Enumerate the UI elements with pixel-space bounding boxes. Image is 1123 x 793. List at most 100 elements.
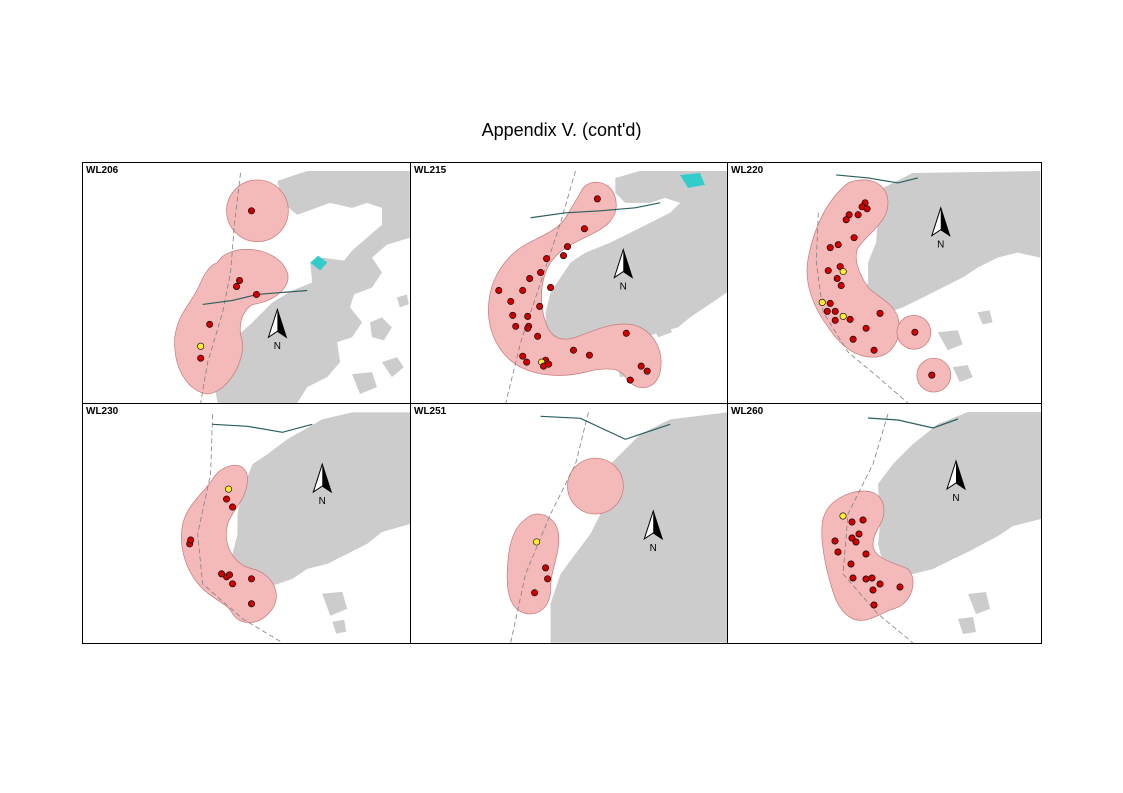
- location-fix: [247, 207, 255, 215]
- location-fix: [536, 302, 544, 310]
- fix-layer: [831, 512, 904, 609]
- location-fix: [818, 298, 826, 306]
- survey-track: [815, 212, 909, 403]
- location-fix: [868, 574, 876, 582]
- location-fix: [849, 574, 857, 582]
- location-fix: [247, 600, 255, 608]
- panel-label: WL220: [731, 165, 764, 176]
- location-fix: [626, 376, 634, 384]
- island: [958, 617, 976, 634]
- location-fix: [637, 362, 645, 370]
- island: [332, 619, 347, 634]
- island: [352, 372, 377, 395]
- map-panel-wl215: N WL215: [411, 163, 728, 404]
- panel-label: WL215: [414, 165, 447, 176]
- north-arrow: N: [930, 206, 951, 251]
- location-fix: [223, 495, 231, 503]
- location-fix: [831, 537, 839, 545]
- location-fix: [839, 312, 847, 320]
- panel-label: WL251: [414, 406, 447, 417]
- location-fix: [848, 518, 856, 526]
- road: [540, 415, 671, 440]
- north-arrow: N: [312, 462, 333, 507]
- location-fix: [519, 352, 527, 360]
- north-arrow: N: [643, 509, 664, 554]
- location-fix: [560, 252, 568, 260]
- location-fix: [831, 316, 839, 324]
- survey-track: [197, 414, 283, 643]
- location-fix: [247, 575, 255, 583]
- map-grid: N WL206 N WL215: [82, 162, 1042, 644]
- location-fix: [834, 548, 842, 556]
- location-fix: [862, 575, 870, 583]
- fix-layer: [197, 207, 260, 362]
- island: [381, 357, 404, 378]
- location-fix: [580, 225, 588, 233]
- panel-label: WL260: [731, 406, 764, 417]
- panel-label: WL230: [86, 406, 119, 417]
- north-arrow: N: [946, 459, 966, 504]
- location-fix: [197, 342, 205, 350]
- north-label: N: [620, 281, 627, 292]
- map-panel-wl206: N WL206: [83, 163, 411, 404]
- home-range-layer: [181, 465, 277, 624]
- location-fix: [622, 329, 630, 337]
- location-fix: [824, 267, 832, 275]
- north-label: N: [274, 341, 281, 352]
- location-fix: [896, 583, 904, 591]
- location-fix: [870, 601, 878, 609]
- location-fix: [524, 324, 532, 332]
- road: [212, 423, 313, 433]
- location-fix: [854, 211, 862, 219]
- map-panel-wl260: N WL260: [728, 404, 1041, 643]
- location-fix: [534, 332, 542, 340]
- location-fix: [543, 255, 551, 263]
- location-fix: [569, 346, 577, 354]
- fix-layer: [818, 199, 936, 379]
- location-fix: [850, 234, 858, 242]
- location-fix: [547, 283, 555, 291]
- location-fix: [545, 360, 553, 368]
- location-fix: [544, 575, 552, 583]
- north-label: N: [319, 496, 326, 507]
- map-panel-wl230: N WL230: [83, 404, 411, 643]
- map-canvas: N: [821, 412, 1041, 643]
- fix-layer: [495, 195, 651, 384]
- land-mass: [858, 170, 1041, 313]
- location-fix: [229, 503, 237, 511]
- location-fix: [826, 244, 834, 252]
- north-arrow: N: [613, 248, 634, 292]
- fix-layer: [186, 485, 255, 608]
- location-fix: [507, 297, 515, 305]
- map-canvas: N: [806, 170, 1041, 403]
- north-label: N: [952, 493, 959, 504]
- island: [968, 592, 990, 614]
- location-fix: [523, 358, 531, 366]
- location-fix: [862, 324, 870, 332]
- location-fix: [823, 307, 831, 315]
- island: [952, 365, 973, 383]
- river: [310, 255, 328, 271]
- location-fix: [876, 309, 884, 317]
- panel-label: WL206: [86, 165, 119, 176]
- land-mass: [232, 412, 410, 586]
- location-fix: [839, 268, 847, 276]
- location-fix: [876, 580, 884, 588]
- road: [867, 417, 959, 429]
- road: [530, 202, 661, 219]
- location-fix: [226, 571, 234, 579]
- home-range-layer: [488, 181, 662, 389]
- location-fix: [593, 195, 601, 203]
- island: [937, 330, 963, 351]
- location-fix: [524, 312, 532, 320]
- location-fix: [833, 275, 841, 283]
- location-fix: [206, 320, 214, 328]
- page-title: Appendix V. (cont'd): [481, 120, 642, 140]
- north-arrow: N: [267, 307, 288, 352]
- river: [680, 172, 705, 188]
- location-fix: [236, 277, 244, 284]
- island: [369, 317, 392, 341]
- location-fix: [187, 536, 195, 544]
- location-fix: [863, 205, 871, 213]
- survey-track: [200, 172, 241, 403]
